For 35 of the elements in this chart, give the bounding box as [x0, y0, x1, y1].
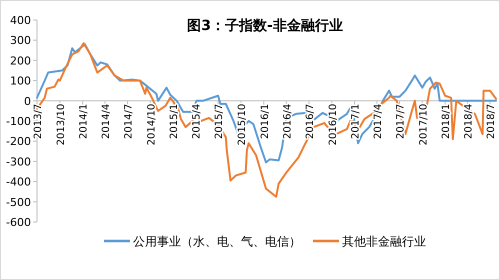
- x-tick-label: 2013/10: [56, 104, 67, 146]
- y-tick-label: 300: [10, 34, 31, 48]
- x-tick-label: 2015/4: [192, 104, 203, 139]
- y-tick-label: -200: [6, 135, 31, 148]
- x-tick-label: 2017/4: [372, 104, 384, 139]
- x-tick-label: 2014/10: [146, 104, 158, 146]
- x-tick-label: 2013/7: [33, 104, 44, 139]
- x-tick-label: 2016/7: [304, 104, 316, 139]
- x-tick-label: 2018/1: [441, 104, 452, 139]
- x-tick-label: 2015/10: [236, 104, 248, 146]
- y-tick-label: 400: [10, 14, 31, 27]
- y-tick-label: -100: [6, 115, 31, 128]
- x-tick-label: 2014/1: [78, 104, 90, 139]
- x-tick-label: 2014/7: [124, 104, 135, 139]
- legend-label: 其他非金融行业: [342, 234, 426, 248]
- legend-label: 公用事业（水、电、气、电信）: [133, 234, 301, 248]
- y-tick-label: 200: [10, 54, 31, 68]
- x-tick-label: 2018/4: [463, 104, 474, 139]
- chart-title: 图3：子指数-非金融行业: [187, 18, 343, 34]
- y-tick-label: -300: [6, 155, 31, 168]
- x-tick-label: 2016/4: [282, 104, 294, 139]
- y-tick-label: 0: [24, 94, 31, 108]
- x-tick-label: 2018/7: [486, 104, 498, 139]
- x-tick-label: 2017/1: [350, 104, 362, 139]
- x-tick-label: 2016/10: [328, 104, 339, 146]
- y-tick-label: 100: [10, 74, 31, 88]
- y-tick-label: -500: [6, 196, 31, 209]
- x-tick-label: 2017/7: [395, 104, 406, 139]
- x-tick-label: 2015/7: [214, 104, 226, 139]
- y-tick-label: -600: [6, 216, 31, 229]
- x-tick-label: 2016/1: [260, 104, 271, 139]
- x-tick-label: 2014/4: [100, 104, 112, 139]
- x-tick-label: 2015/1: [169, 104, 180, 139]
- x-tick-label: 2017/10: [418, 104, 430, 146]
- y-tick-label: -400: [6, 176, 31, 189]
